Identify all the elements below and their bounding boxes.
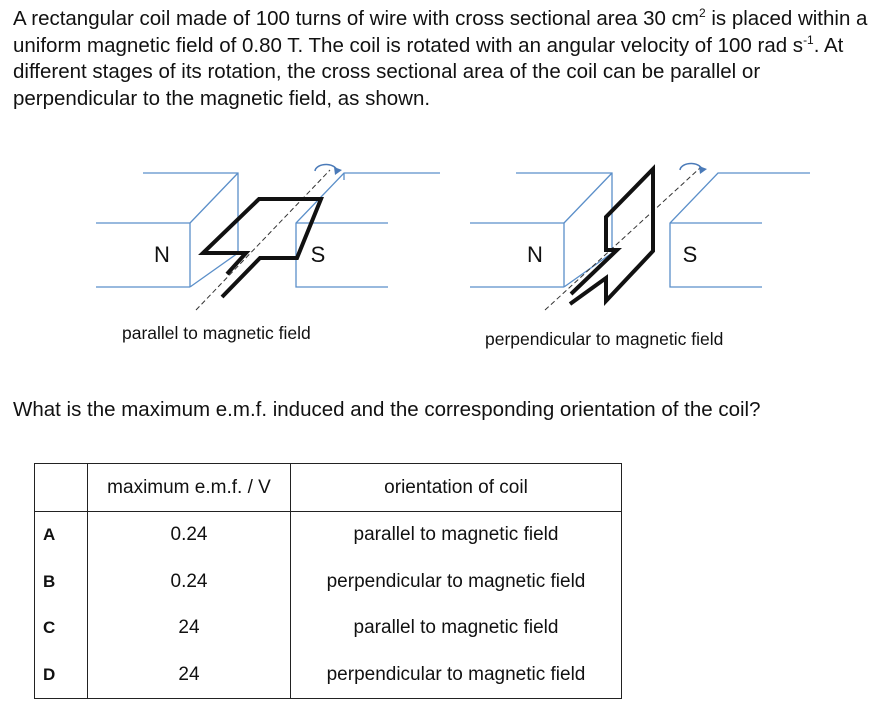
caption-perpendicular: perpendicular to magnetic field [485,329,723,350]
option-row-a[interactable]: A 0.24 parallel to magnetic field [35,512,622,559]
option-key: B [35,572,55,592]
answer-options-table: maximum e.m.f. / V orientation of coil A… [34,463,622,699]
rotation-axis-right [545,168,700,310]
coil-parallel [203,199,321,297]
caption-parallel: parallel to magnetic field [122,323,311,344]
option-row-d[interactable]: D 24 perpendicular to magnetic field [35,652,622,699]
option-a-key-cell: A [35,512,88,559]
option-c-key-cell: C [35,605,88,652]
option-d-key-cell: D [35,652,88,699]
header-orientation: orientation of coil [291,464,622,512]
option-key: D [35,665,55,685]
north-pole-right [470,173,612,287]
question-text: What is the maximum e.m.f. induced and t… [13,398,761,422]
option-emf: 24 [88,605,291,652]
stem-superscript-area: 2 [699,6,706,20]
option-orientation: parallel to magnetic field [291,605,622,652]
option-key: C [35,618,55,638]
rotation-arrow-icon-left [315,164,342,175]
option-emf: 24 [88,652,291,699]
rotation-arrow-icon-right [680,163,707,174]
magnet-parallel-diagram: N S [96,164,440,310]
stem-superscript-inverse: -1 [803,33,814,47]
option-orientation: perpendicular to magnetic field [291,559,622,606]
north-pole-left [96,173,238,287]
option-orientation: perpendicular to magnetic field [291,652,622,699]
magnet-perpendicular-diagram: N S [470,163,810,310]
south-pole-left [296,173,440,287]
coil-figure: N S N S para [0,150,887,360]
option-b-key-cell: B [35,559,88,606]
pole-s-left-label: S [311,242,326,267]
pole-n-right-label: N [527,242,543,267]
option-row-c[interactable]: C 24 parallel to magnetic field [35,605,622,652]
question-stem: A rectangular coil made of 100 turns of … [13,6,878,112]
pole-n-left-label: N [154,242,170,267]
pole-s-right-label: S [683,242,698,267]
option-orientation: parallel to magnetic field [291,512,622,559]
option-key: A [35,525,55,545]
option-emf: 0.24 [88,559,291,606]
stem-part-1: A rectangular coil made of 100 turns of … [13,7,699,30]
table-header-row: maximum e.m.f. / V orientation of coil [35,464,622,512]
south-pole-right [670,173,810,287]
header-key [35,464,88,512]
option-emf: 0.24 [88,512,291,559]
option-row-b[interactable]: B 0.24 perpendicular to magnetic field [35,559,622,606]
header-max-emf: maximum e.m.f. / V [88,464,291,512]
